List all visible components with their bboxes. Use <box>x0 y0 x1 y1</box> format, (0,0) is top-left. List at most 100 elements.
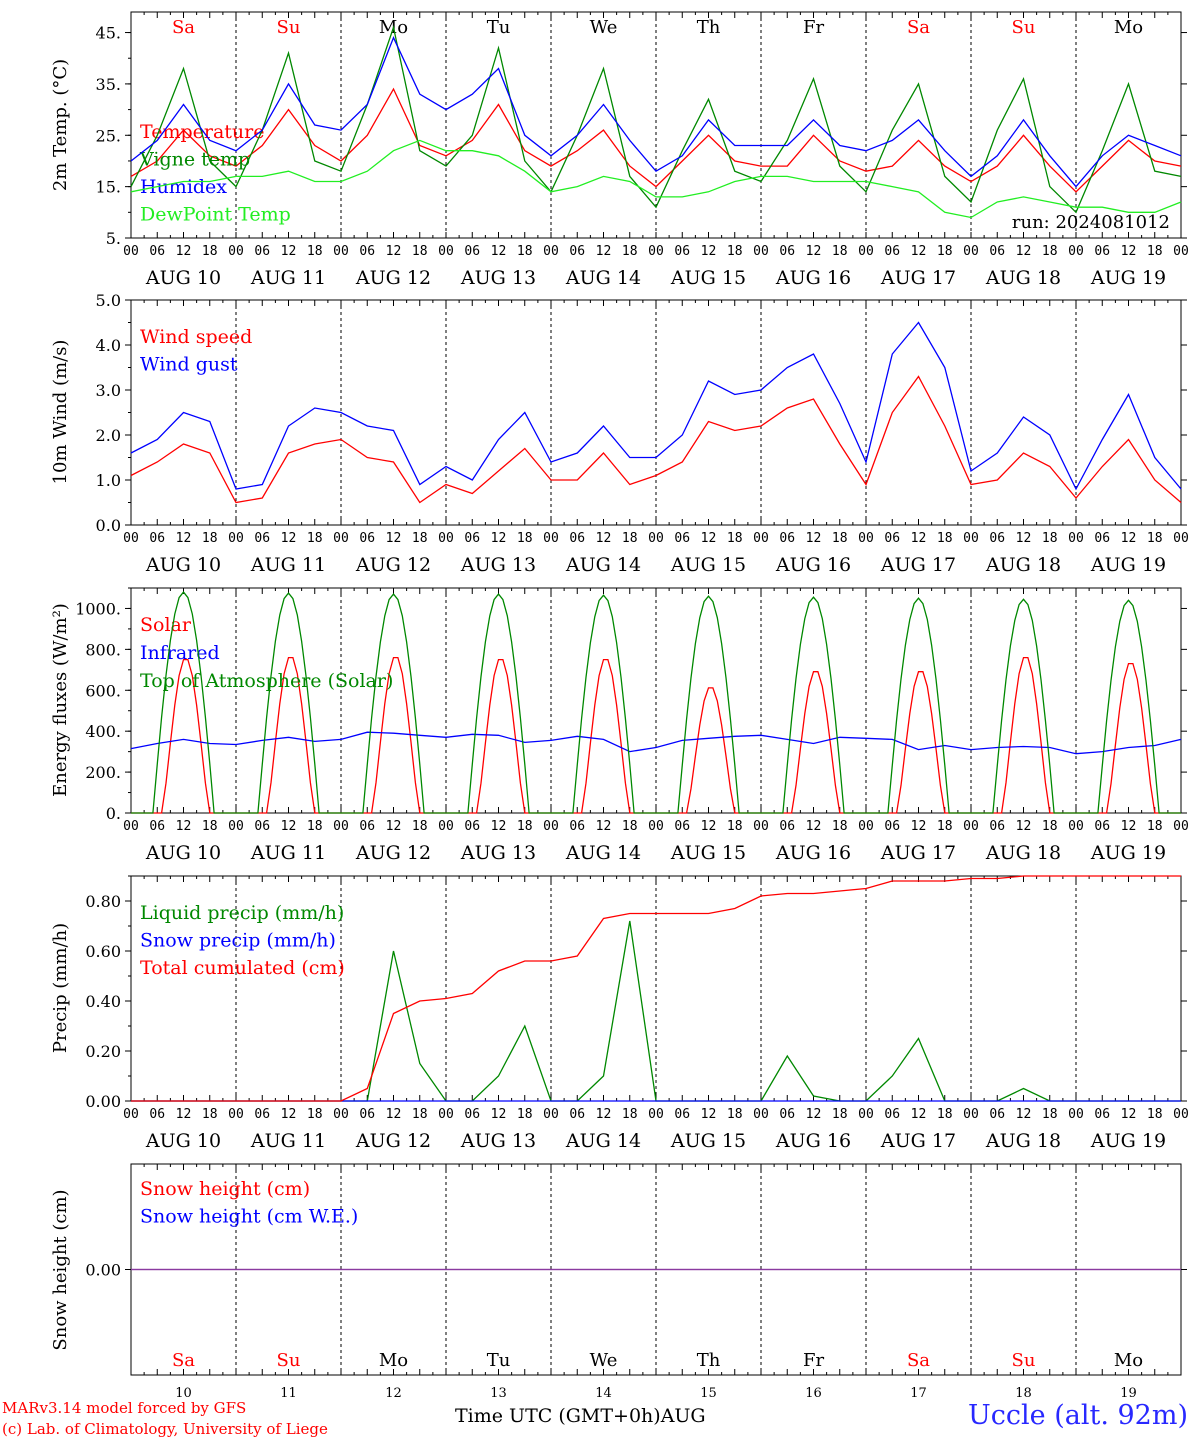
weekday-label: Sa <box>907 17 930 38</box>
weekday-label: Su <box>277 1350 301 1371</box>
hour-tick-label: 00 <box>1173 819 1189 834</box>
hour-tick-label: 18 <box>412 1107 428 1122</box>
hour-tick-label: 06 <box>149 531 165 546</box>
hour-tick-label: 18 <box>202 819 218 834</box>
legend-entry: Snow height (cm W.E.) <box>140 1206 358 1228</box>
hour-tick-label: 06 <box>569 1107 585 1122</box>
hour-tick-label: 12 <box>596 819 612 834</box>
hour-tick-label: 18 <box>1147 531 1163 546</box>
legend-entry: DewPoint Temp <box>140 204 291 226</box>
hour-tick-label: 00 <box>858 819 874 834</box>
hour-tick-label: 00 <box>123 1107 139 1122</box>
hour-tick-label: 06 <box>989 531 1005 546</box>
y-axis-label: 10m Wind (m/s) <box>50 340 71 485</box>
hour-tick-label: 06 <box>359 244 375 259</box>
hour-tick-label: 00 <box>1173 531 1189 546</box>
hour-tick-label: 18 <box>202 531 218 546</box>
hour-tick-label: 18 <box>727 244 743 259</box>
hour-tick-label: 12 <box>386 244 402 259</box>
weekday-label: We <box>590 17 618 38</box>
hour-tick-label: 18 <box>412 819 428 834</box>
hour-tick-label: 00 <box>228 531 244 546</box>
date-label: AUG 18 <box>985 1130 1061 1152</box>
weekday-label: Sa <box>172 1350 195 1371</box>
hour-tick-label: 06 <box>149 819 165 834</box>
hour-tick-label: 18 <box>1147 819 1163 834</box>
hour-tick-label: 06 <box>674 531 690 546</box>
y-tick-label: 35. <box>96 75 121 94</box>
date-label: AUG 12 <box>355 1130 431 1152</box>
run-label: run: 2024081012 <box>1012 212 1170 233</box>
hour-tick-label: 06 <box>464 531 480 546</box>
date-label: AUG 13 <box>460 554 536 576</box>
hour-tick-label: 18 <box>1042 819 1058 834</box>
hour-tick-label: 06 <box>989 244 1005 259</box>
hour-tick-label: 18 <box>622 244 638 259</box>
date-label: AUG 15 <box>670 842 746 864</box>
hour-tick-label: 06 <box>884 244 900 259</box>
hour-tick-label: 18 <box>832 531 848 546</box>
hour-tick-label: 00 <box>1068 244 1084 259</box>
hour-tick-label: 00 <box>228 244 244 259</box>
hour-tick-label: 12 <box>1121 819 1137 834</box>
hour-tick-label: 06 <box>779 531 795 546</box>
hour-tick-label: 00 <box>858 244 874 259</box>
hour-tick-label: 18 <box>1042 244 1058 259</box>
hour-tick-label: 00 <box>543 819 559 834</box>
date-label: AUG 10 <box>145 842 221 864</box>
y-tick-label: 0.80 <box>85 892 121 911</box>
date-label: AUG 15 <box>670 554 746 576</box>
hour-tick-label: 06 <box>884 819 900 834</box>
weekday-label: Tu <box>487 17 511 38</box>
hour-tick-label: 00 <box>648 244 664 259</box>
hour-tick-label: 06 <box>464 244 480 259</box>
weekday-label: We <box>590 1350 618 1371</box>
credit-line: (c) Lab. of Climatology, University of L… <box>2 1420 328 1438</box>
hour-tick-label: 06 <box>149 244 165 259</box>
hour-tick-label: 18 <box>622 819 638 834</box>
hour-tick-label: 12 <box>386 819 402 834</box>
hour-tick-label: 12 <box>491 531 507 546</box>
day-number-label: 19 <box>1120 1386 1137 1401</box>
hour-tick-label: 00 <box>753 1107 769 1122</box>
hour-tick-label: 18 <box>412 531 428 546</box>
hour-tick-label: 12 <box>1016 531 1032 546</box>
hour-tick-label: 00 <box>963 531 979 546</box>
hour-tick-label: 06 <box>569 819 585 834</box>
date-label: AUG 16 <box>775 842 851 864</box>
date-label: AUG 18 <box>985 842 1061 864</box>
hour-tick-label: 18 <box>832 819 848 834</box>
hour-tick-label: 12 <box>701 1107 717 1122</box>
date-label: AUG 10 <box>145 554 221 576</box>
date-label: AUG 19 <box>1090 267 1166 289</box>
hour-tick-label: 00 <box>858 1107 874 1122</box>
y-tick-label: 400. <box>85 722 121 741</box>
y-tick-label: 0.60 <box>85 942 121 961</box>
hour-tick-label: 06 <box>884 1107 900 1122</box>
date-label: AUG 15 <box>670 267 746 289</box>
hour-tick-label: 12 <box>701 531 717 546</box>
hour-tick-label: 12 <box>1121 1107 1137 1122</box>
hour-tick-label: 18 <box>202 1107 218 1122</box>
hour-tick-label: 12 <box>701 244 717 259</box>
day-number-label: 16 <box>805 1386 822 1401</box>
weekday-label: Mo <box>379 1350 408 1371</box>
series-line-top-of-atmosphere-solar <box>131 591 1181 814</box>
hour-tick-label: 18 <box>727 531 743 546</box>
hour-tick-label: 18 <box>1042 1107 1058 1122</box>
hour-tick-label: 12 <box>491 244 507 259</box>
hour-tick-label: 06 <box>149 1107 165 1122</box>
hour-tick-label: 00 <box>753 531 769 546</box>
weekday-label: Su <box>277 17 301 38</box>
hour-tick-label: 12 <box>806 819 822 834</box>
hour-tick-label: 18 <box>307 819 323 834</box>
legend-entry: Vigne temp <box>139 149 250 171</box>
legend-entry: Infrared <box>140 642 220 664</box>
y-tick-label: 0.00 <box>85 1261 121 1280</box>
hour-tick-label: 06 <box>254 531 270 546</box>
date-label: AUG 16 <box>775 554 851 576</box>
hour-tick-label: 18 <box>1147 244 1163 259</box>
hour-tick-label: 06 <box>989 1107 1005 1122</box>
y-tick-label: 0.40 <box>85 992 121 1011</box>
